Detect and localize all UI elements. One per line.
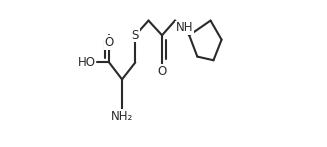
Text: O: O [105, 36, 114, 49]
Text: HO: HO [78, 56, 96, 69]
Text: NH: NH [176, 21, 193, 34]
Text: NH₂: NH₂ [111, 110, 133, 122]
Text: O: O [157, 65, 167, 78]
Text: S: S [131, 29, 139, 42]
